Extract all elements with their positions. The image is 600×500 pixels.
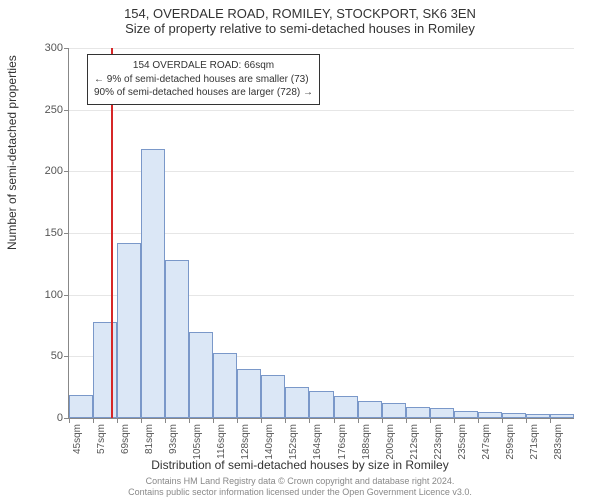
xtick-mark — [526, 418, 527, 423]
xtick-label: 259sqm — [505, 424, 516, 460]
ytick-label: 100 — [33, 289, 63, 301]
ytick-label: 250 — [33, 104, 63, 116]
info-box-line2: ← 9% of semi-detached houses are smaller… — [94, 73, 313, 87]
xtick-mark — [141, 418, 142, 423]
xtick-label: 271sqm — [529, 424, 540, 460]
xtick-mark — [478, 418, 479, 423]
attribution-line1: Contains HM Land Registry data © Crown c… — [146, 476, 455, 486]
histogram-bar — [382, 403, 406, 418]
histogram-bar — [261, 375, 285, 418]
histogram-bar — [358, 401, 382, 418]
ytick-label: 150 — [33, 227, 63, 239]
info-box-line3: 90% of semi-detached houses are larger (… — [94, 86, 313, 100]
xtick-label: 247sqm — [481, 424, 492, 460]
info-box: 154 OVERDALE ROAD: 66sqm← 9% of semi-det… — [87, 54, 320, 105]
x-axis-label: Distribution of semi-detached houses by … — [0, 458, 600, 472]
xtick-label: 45sqm — [72, 424, 83, 454]
info-box-line1: 154 OVERDALE ROAD: 66sqm — [94, 59, 313, 73]
chart-title-sub: Size of property relative to semi-detach… — [0, 21, 600, 36]
histogram-bar — [502, 413, 526, 418]
xtick-label: 176sqm — [337, 424, 348, 460]
xtick-label: 140sqm — [264, 424, 275, 460]
chart-container: 154, OVERDALE ROAD, ROMILEY, STOCKPORT, … — [0, 0, 600, 500]
histogram-bar — [454, 411, 478, 418]
histogram-bar — [237, 369, 261, 418]
xtick-label: 69sqm — [120, 424, 131, 454]
xtick-label: 200sqm — [385, 424, 396, 460]
xtick-mark — [165, 418, 166, 423]
histogram-bar — [165, 260, 189, 418]
histogram-bar — [189, 332, 213, 418]
histogram-bar — [478, 412, 502, 418]
xtick-mark — [69, 418, 70, 423]
plot-area: 05010015020025030045sqm57sqm69sqm81sqm93… — [68, 48, 574, 419]
histogram-bar — [430, 408, 454, 418]
xtick-label: 128sqm — [240, 424, 251, 460]
xtick-mark — [454, 418, 455, 423]
xtick-label: 164sqm — [312, 424, 323, 460]
xtick-label: 235sqm — [457, 424, 468, 460]
histogram-bar — [406, 407, 430, 418]
xtick-mark — [430, 418, 431, 423]
ytick-label: 0 — [33, 412, 63, 424]
xtick-mark — [93, 418, 94, 423]
chart-title-main: 154, OVERDALE ROAD, ROMILEY, STOCKPORT, … — [0, 0, 600, 21]
xtick-mark — [117, 418, 118, 423]
xtick-mark — [189, 418, 190, 423]
xtick-mark — [285, 418, 286, 423]
histogram-bar — [213, 353, 237, 418]
gridline — [69, 110, 574, 111]
y-axis-label: Number of semi-detached properties — [5, 55, 19, 250]
histogram-bar — [285, 387, 309, 418]
xtick-mark — [406, 418, 407, 423]
xtick-label: 188sqm — [361, 424, 372, 460]
xtick-label: 223sqm — [433, 424, 444, 460]
xtick-label: 93sqm — [168, 424, 179, 454]
xtick-label: 105sqm — [192, 424, 203, 460]
histogram-bar — [334, 396, 358, 418]
xtick-label: 116sqm — [216, 424, 227, 459]
xtick-label: 212sqm — [409, 424, 420, 460]
ytick-mark — [64, 295, 69, 296]
ytick-mark — [64, 110, 69, 111]
xtick-mark — [382, 418, 383, 423]
xtick-label: 283sqm — [553, 424, 564, 460]
ytick-label: 50 — [33, 350, 63, 362]
xtick-mark — [213, 418, 214, 423]
xtick-mark — [309, 418, 310, 423]
histogram-bar — [117, 243, 141, 418]
histogram-bar — [69, 395, 93, 418]
gridline — [69, 48, 574, 49]
ytick-mark — [64, 48, 69, 49]
xtick-mark — [261, 418, 262, 423]
xtick-label: 81sqm — [144, 424, 155, 454]
xtick-mark — [550, 418, 551, 423]
histogram-bar — [550, 414, 574, 418]
histogram-bar — [141, 149, 165, 418]
histogram-bar — [309, 391, 333, 418]
ytick-mark — [64, 233, 69, 234]
attribution-text: Contains HM Land Registry data © Crown c… — [0, 476, 600, 498]
histogram-bar — [526, 414, 550, 418]
attribution-line2: Contains public sector information licen… — [128, 487, 472, 497]
ytick-label: 200 — [33, 165, 63, 177]
xtick-mark — [237, 418, 238, 423]
xtick-label: 57sqm — [96, 424, 107, 454]
histogram-bar — [93, 322, 117, 418]
ytick-mark — [64, 356, 69, 357]
xtick-label: 152sqm — [288, 424, 299, 460]
xtick-mark — [334, 418, 335, 423]
xtick-mark — [358, 418, 359, 423]
ytick-mark — [64, 171, 69, 172]
xtick-mark — [502, 418, 503, 423]
ytick-label: 300 — [33, 42, 63, 54]
